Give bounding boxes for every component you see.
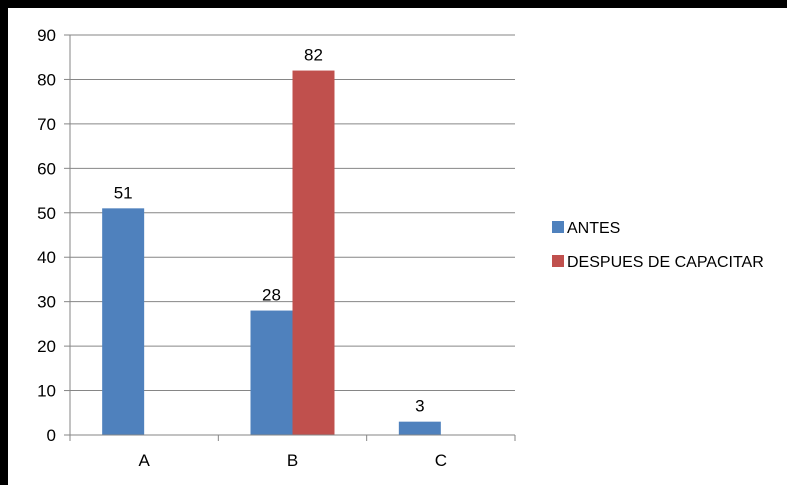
legend-swatch xyxy=(552,255,564,267)
y-tick-label: 40 xyxy=(37,248,56,267)
y-tick-label: 10 xyxy=(37,382,56,401)
legend-label: DESPUES DE CAPACITAR xyxy=(567,254,764,271)
data-label: 28 xyxy=(262,286,281,305)
y-tick-label: 0 xyxy=(47,426,56,445)
y-tick-label: 50 xyxy=(37,204,56,223)
data-label: 3 xyxy=(415,397,424,416)
bars xyxy=(102,70,441,436)
y-axis-ticks: 0 10 20 30 40 50 60 70 80 90 xyxy=(37,26,70,445)
x-category-label: C xyxy=(435,451,447,470)
legend-label: ANTES xyxy=(567,220,620,237)
bar-despues-de-capacitar-b xyxy=(292,70,335,436)
bar-chart: 0 10 20 30 40 50 60 70 80 90 A B C 51 28 3 82 ANTES DES… xyxy=(37,26,764,470)
y-tick-label: 30 xyxy=(37,293,56,312)
y-tick-label: 70 xyxy=(37,115,56,134)
data-labels: 51 28 3 82 xyxy=(114,46,425,416)
chart-frame: 0 10 20 30 40 50 60 70 80 90 A B C 51 28 3 82 ANTES DES… xyxy=(8,8,787,485)
y-tick-label: 60 xyxy=(37,159,56,178)
axes xyxy=(69,35,516,441)
bar-antes-a xyxy=(102,208,145,435)
y-tick-label: 90 xyxy=(37,26,56,45)
data-label: 51 xyxy=(114,183,133,202)
x-category-label: A xyxy=(138,451,150,470)
data-label: 82 xyxy=(304,46,323,65)
bar-antes-c xyxy=(398,421,441,435)
legend: ANTES DESPUES DE CAPACITAR xyxy=(552,220,764,271)
bar-antes-b xyxy=(250,310,293,435)
y-tick-label: 20 xyxy=(37,337,56,356)
legend-swatch xyxy=(552,221,564,233)
x-category-label: B xyxy=(287,451,298,470)
x-axis-categories: A B C xyxy=(138,451,446,470)
y-tick-label: 80 xyxy=(37,70,56,89)
